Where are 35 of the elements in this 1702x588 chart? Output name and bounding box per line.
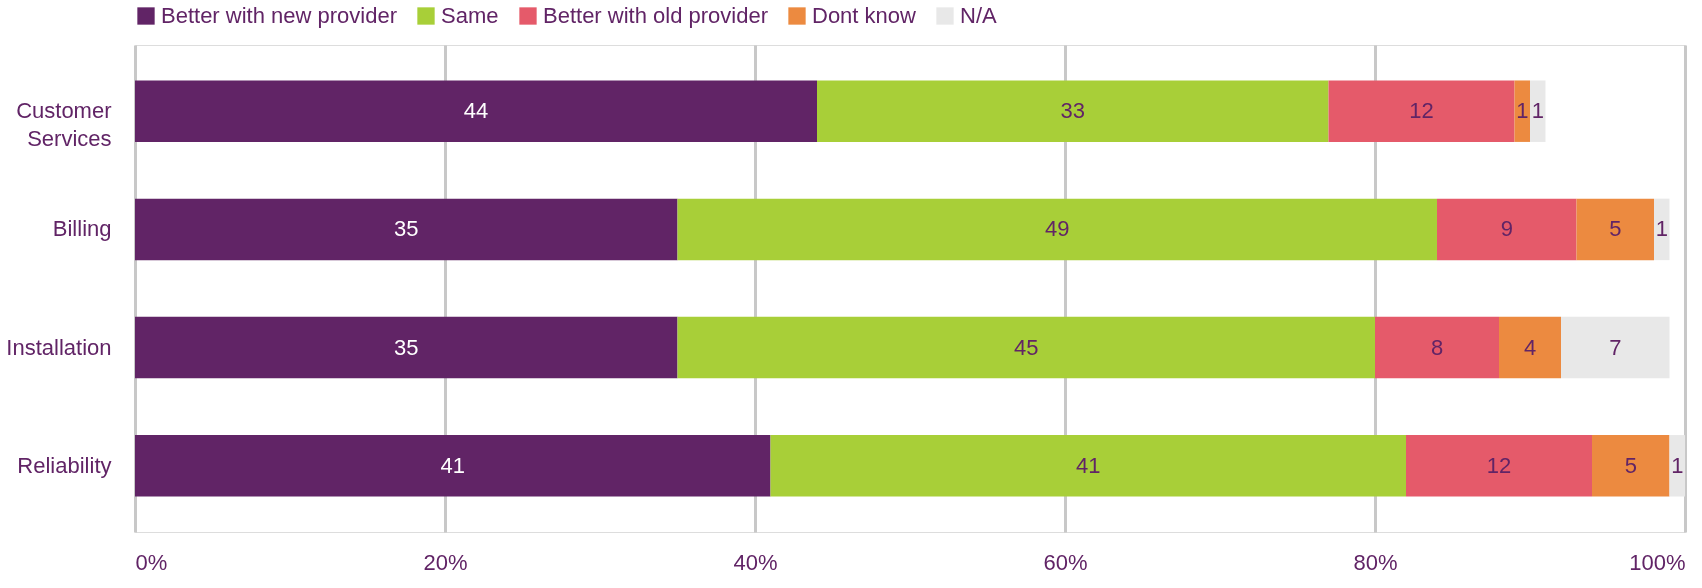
x-tick-label: 20% — [423, 549, 468, 575]
data-label: 49 — [1045, 216, 1070, 242]
y-tick-label: Billing — [52, 216, 112, 242]
legend-label: Better with old provider — [543, 3, 768, 28]
y-tick-label: Customer Services — [16, 98, 112, 152]
data-label: 35 — [394, 216, 419, 242]
data-label: 41 — [1076, 452, 1101, 478]
x-tick-label: 0% — [135, 549, 168, 575]
data-label: 9 — [1500, 216, 1513, 242]
legend-label: Dont know — [812, 3, 917, 28]
data-label: 1 — [1516, 98, 1529, 124]
data-label: 8 — [1430, 334, 1444, 360]
x-tick-label: 40% — [733, 549, 778, 575]
data-label: 7 — [1609, 334, 1622, 360]
data-label: 5 — [1609, 216, 1622, 242]
data-label: 1 — [1531, 98, 1544, 124]
data-label: 1 — [1671, 452, 1684, 478]
x-tick-label: 60% — [1043, 549, 1088, 575]
data-label: 1 — [1655, 216, 1668, 242]
data-label: 4 — [1523, 334, 1537, 360]
legend-label: N/A — [960, 3, 997, 28]
data-label: 44 — [463, 98, 489, 124]
data-label: 35 — [394, 334, 419, 360]
legend-label: Better with new provider — [161, 3, 397, 28]
data-label: 12 — [1486, 452, 1512, 478]
data-label: 5 — [1624, 452, 1637, 478]
data-label: 41 — [440, 452, 465, 478]
y-tick-label: Installation — [6, 334, 112, 360]
data-label: 33 — [1060, 98, 1085, 124]
y-tick-label: Reliability — [17, 452, 112, 478]
x-tick-label: 100% — [1629, 549, 1686, 575]
x-tick-label: 80% — [1353, 549, 1398, 575]
data-label: 12 — [1409, 98, 1434, 124]
data-label: 45 — [1014, 334, 1039, 360]
legend-label: Same — [441, 3, 499, 28]
